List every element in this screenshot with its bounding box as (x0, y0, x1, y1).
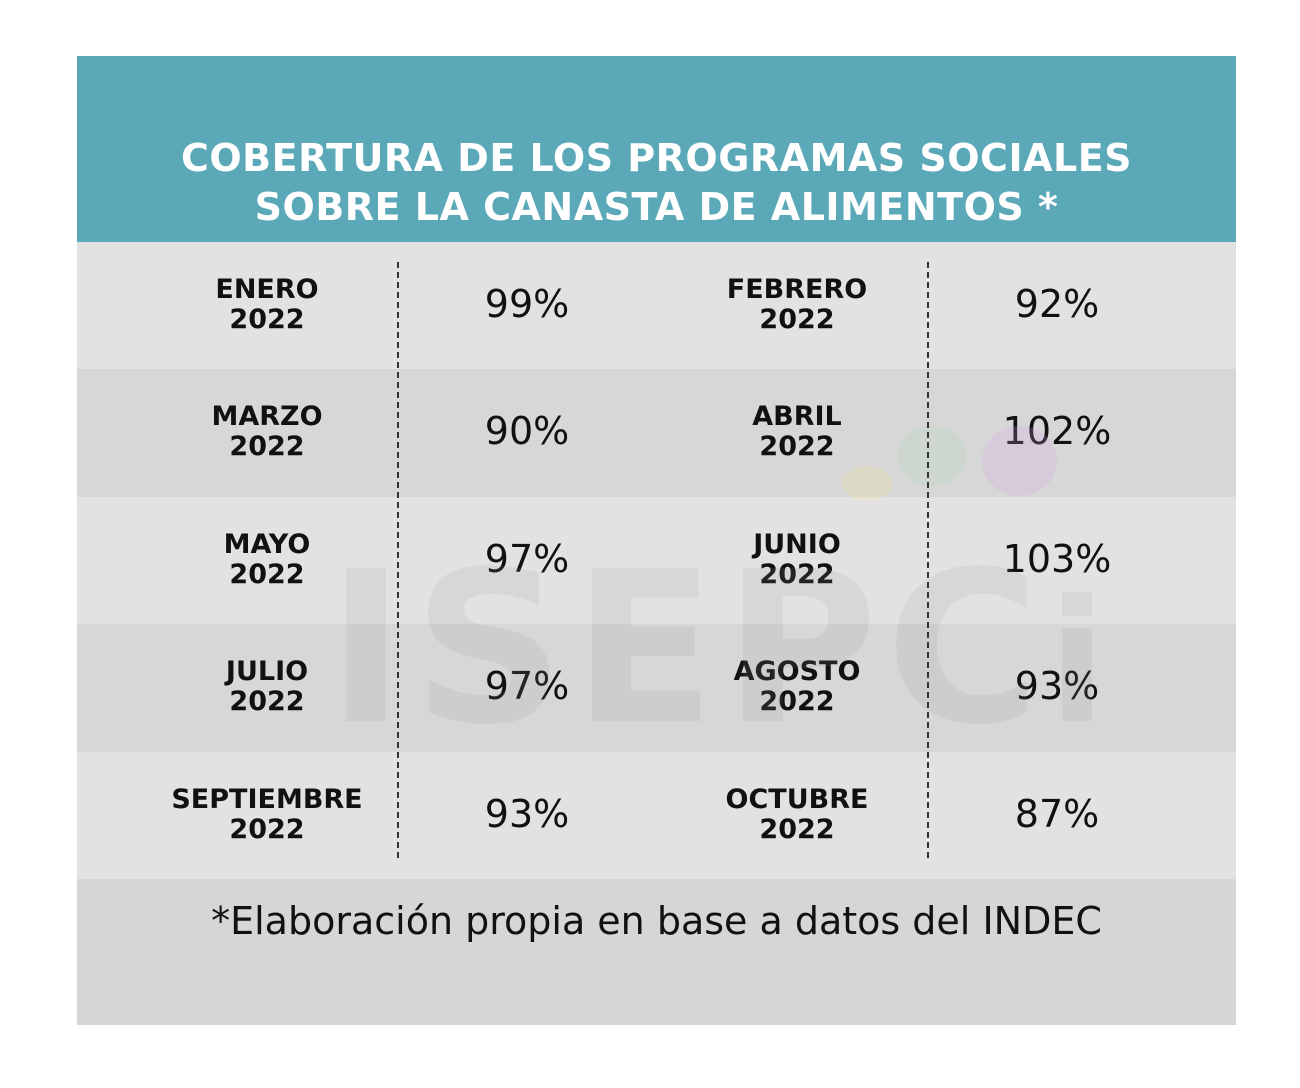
coverage-value: 102% (1002, 409, 1112, 454)
footer: *Elaboración propia en base a datos del … (77, 879, 1236, 1025)
coverage-value: 97% (484, 664, 570, 709)
month-year: 2022 (759, 431, 835, 463)
month-name: JULIO (225, 656, 309, 688)
month-year: 2022 (759, 304, 835, 335)
month-name: OCTUBRE (725, 783, 869, 815)
table-row: JULIO 2022 97% AGOSTO 2022 93% (77, 624, 1236, 753)
column-divider-right (927, 262, 929, 858)
month-year: 2022 (229, 304, 305, 335)
table-row: MAYO 2022 97% JUNIO 2022 103% (77, 496, 1236, 625)
month-label: ABRIL 2022 (667, 402, 927, 462)
watermark-dot-purple (982, 426, 1057, 496)
month-year: 2022 (759, 558, 835, 590)
coverage-value: 99% (484, 282, 570, 326)
coverage-value: 92% (1014, 282, 1100, 326)
month-label: ENERO 2022 (137, 275, 397, 335)
month-year: 2022 (229, 686, 305, 718)
month-label: SEPTIEMBRE 2022 (137, 783, 397, 845)
month-name: FEBRERO (726, 274, 868, 305)
month-label: MARZO 2022 (137, 402, 397, 462)
title-line-2: SOBRE LA CANASTA DE ALIMENTOS * (254, 185, 1059, 229)
month-name: SEPTIEMBRE (171, 783, 363, 815)
month-year: 2022 (759, 686, 835, 718)
month-year: 2022 (759, 813, 835, 845)
month-name: JUNIO (753, 528, 841, 560)
infographic-card: COBERTURA DE LOS PROGRAMAS SOCIALES SOBR… (77, 56, 1236, 1025)
month-name: ABRIL (752, 401, 842, 433)
coverage-value: 93% (1014, 664, 1100, 709)
month-label: MAYO 2022 (137, 528, 397, 590)
month-label: AGOSTO 2022 (667, 657, 927, 717)
month-name: MAYO (223, 528, 311, 560)
chart-title: COBERTURA DE LOS PROGRAMAS SOCIALES SOBR… (77, 134, 1236, 232)
coverage-value: 87% (1014, 791, 1100, 836)
watermark-dot-green (897, 426, 967, 486)
coverage-value: 97% (484, 536, 570, 581)
footnote: *Elaboración propia en base a datos del … (211, 899, 1102, 943)
month-label: OCTUBRE 2022 (667, 783, 927, 845)
title-line-1: COBERTURA DE LOS PROGRAMAS SOCIALES (180, 136, 1133, 180)
month-name: AGOSTO (733, 656, 861, 688)
coverage-value: 90% (484, 409, 570, 454)
column-divider-left (397, 262, 399, 858)
table-row: SEPTIEMBRE 2022 93% OCTUBRE 2022 87% (77, 751, 1236, 880)
coverage-value: 93% (484, 791, 570, 836)
month-label: FEBRERO 2022 (667, 275, 927, 335)
month-name: ENERO (215, 274, 319, 305)
month-year: 2022 (229, 558, 305, 590)
month-label: JUNIO 2022 (667, 528, 927, 590)
month-year: 2022 (229, 431, 305, 463)
table-row: ENERO 2022 99% FEBRERO 2022 92% (77, 242, 1236, 370)
month-name: MARZO (211, 401, 323, 433)
table-row: MARZO 2022 90% ABRIL 2022 102% (77, 369, 1236, 498)
coverage-value: 103% (1002, 536, 1112, 581)
header: COBERTURA DE LOS PROGRAMAS SOCIALES SOBR… (77, 56, 1236, 242)
watermark-dot-yellow (842, 466, 892, 501)
month-label: JULIO 2022 (137, 657, 397, 717)
month-year: 2022 (229, 813, 305, 845)
